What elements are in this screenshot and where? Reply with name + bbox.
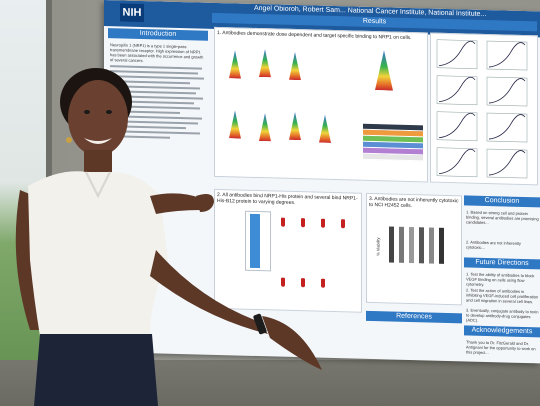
nih-logo: NIH: [120, 3, 144, 23]
concentration-table: [363, 123, 423, 162]
binding-panel-title: 1. Antibodies demonstrate dose dependent…: [217, 29, 412, 42]
histogram-stack: [259, 113, 271, 141]
future-text-2: 2. Test the action of antibodies in inhi…: [466, 287, 539, 305]
histogram-stack: [229, 110, 241, 138]
window-frame: [46, 0, 52, 406]
histogram-stack: [289, 112, 301, 140]
viability-bar: [389, 226, 394, 263]
window: [0, 0, 48, 406]
tube: [281, 217, 285, 227]
gel-image: [245, 210, 271, 272]
binding-panel: 1. Antibodies demonstrate dose dependent…: [214, 26, 428, 183]
references-heading: References: [366, 310, 462, 324]
viability-bar: [439, 227, 444, 264]
histogram-stack: [229, 50, 241, 78]
viability-bar: [399, 226, 404, 263]
tube: [301, 278, 305, 288]
introduction-lines: [110, 62, 206, 143]
tube: [321, 218, 325, 228]
research-poster: NIH Angel Obioroh, Robert Sam... Nationa…: [104, 0, 540, 364]
tube: [341, 219, 345, 229]
future-directions-heading: Future Directions: [464, 257, 540, 270]
tube: [301, 218, 305, 228]
viability-axis: % Viability: [375, 237, 381, 256]
introduction-heading: Introduction: [108, 28, 208, 41]
viability-panel: 3. Antibodies are not inherently cytotox…: [366, 192, 462, 306]
acknowledgements-heading: Acknowledgements: [464, 325, 540, 338]
binding-curves: [436, 39, 528, 179]
conclusion-heading: Conclusion: [464, 195, 540, 208]
viability-bar: [429, 227, 434, 264]
conclusion-text: 1. Based on strong cell and protein bind…: [466, 209, 539, 226]
binding-curves-panel: [430, 32, 538, 186]
histogram-stack-large: [375, 50, 393, 90]
tube: [281, 277, 285, 287]
conclusion-text-2: 2. Antibodies are not inherently cytotox…: [466, 239, 521, 250]
viability-title: 3. Antibodies are not inherently cytotox…: [369, 195, 459, 210]
tube: [321, 278, 325, 288]
introduction-text: Neuropilin 1 (NRP1) is a type 1 single-p…: [110, 42, 204, 64]
histogram-stack: [289, 52, 301, 80]
histogram-stack: [319, 115, 331, 143]
protein-binding-panel: 2. All antibodies bind NRP1-His protein …: [214, 188, 362, 313]
viability-bar: [409, 226, 414, 264]
viability-bar: [419, 227, 424, 264]
future-text-3: 3. Eventually, conjugate antibody to tox…: [466, 307, 539, 323]
floor-shadow: [0, 360, 540, 406]
future-text-1: 1. Test the ability of antibodies to blo…: [466, 271, 535, 287]
histogram-stack: [259, 49, 271, 77]
gel-lane: [250, 213, 260, 269]
protein-binding-title: 2. All antibodies bind NRP1-His protein …: [217, 191, 358, 207]
acknowledgements-text: Thank you to Dr. FitzGerald and Dr. Anti…: [466, 339, 536, 356]
